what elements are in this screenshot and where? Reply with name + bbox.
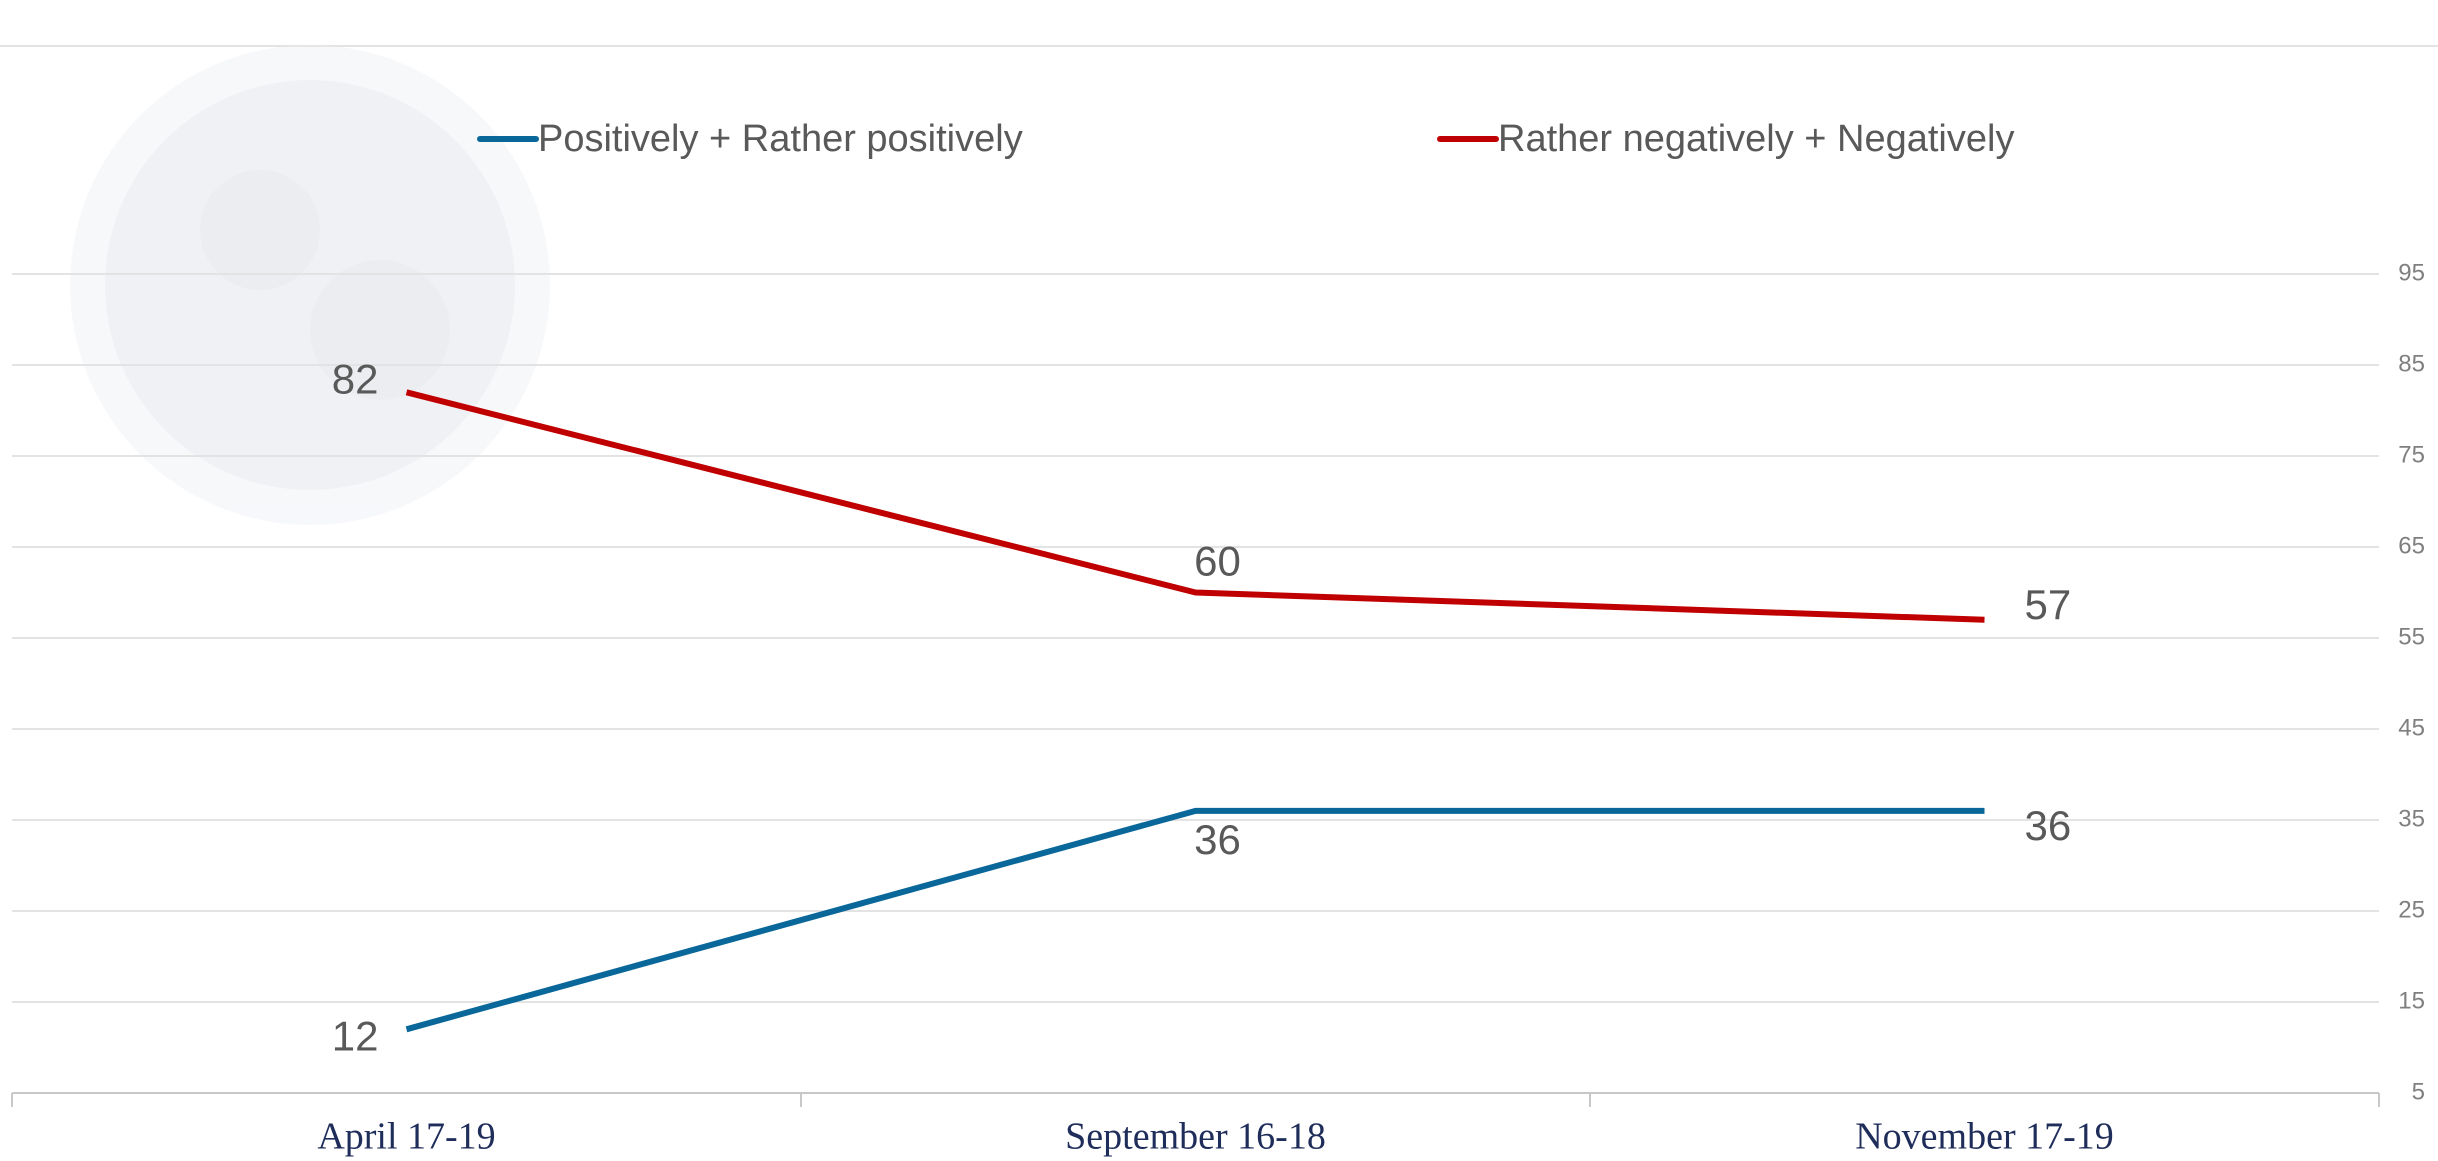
value-label: 36 xyxy=(2025,802,2072,849)
y-tick-label: 25 xyxy=(2398,896,2425,923)
y-tick-label: 75 xyxy=(2398,441,2425,468)
y-tick-label: 55 xyxy=(2398,623,2425,650)
virus-decoration xyxy=(70,45,550,525)
x-tick-label: September 16-18 xyxy=(1065,1116,1326,1158)
y-tick-label: 5 xyxy=(2412,1078,2425,1105)
series-line xyxy=(405,389,1985,623)
x-tick-label: November 17-19 xyxy=(1855,1116,2114,1158)
y-tick-label: 95 xyxy=(2398,259,2425,286)
value-label: 60 xyxy=(1194,538,1241,585)
y-tick-label: 45 xyxy=(2398,714,2425,741)
value-label: 36 xyxy=(1194,816,1241,863)
value-label: 82 xyxy=(332,355,379,402)
legend-label: Rather negatively + Negatively xyxy=(1498,118,2014,160)
x-tick-label: April 17-19 xyxy=(317,1116,495,1158)
y-tick-label: 85 xyxy=(2398,350,2425,377)
legend-label: Positively + Rather positively xyxy=(538,118,1023,160)
y-tick-label: 35 xyxy=(2398,805,2425,832)
y-tick-label: 65 xyxy=(2398,532,2425,559)
value-label: 57 xyxy=(2025,581,2072,628)
value-label: 12 xyxy=(332,1012,379,1059)
y-tick-label: 15 xyxy=(2398,987,2425,1014)
series-line xyxy=(405,807,1985,1033)
